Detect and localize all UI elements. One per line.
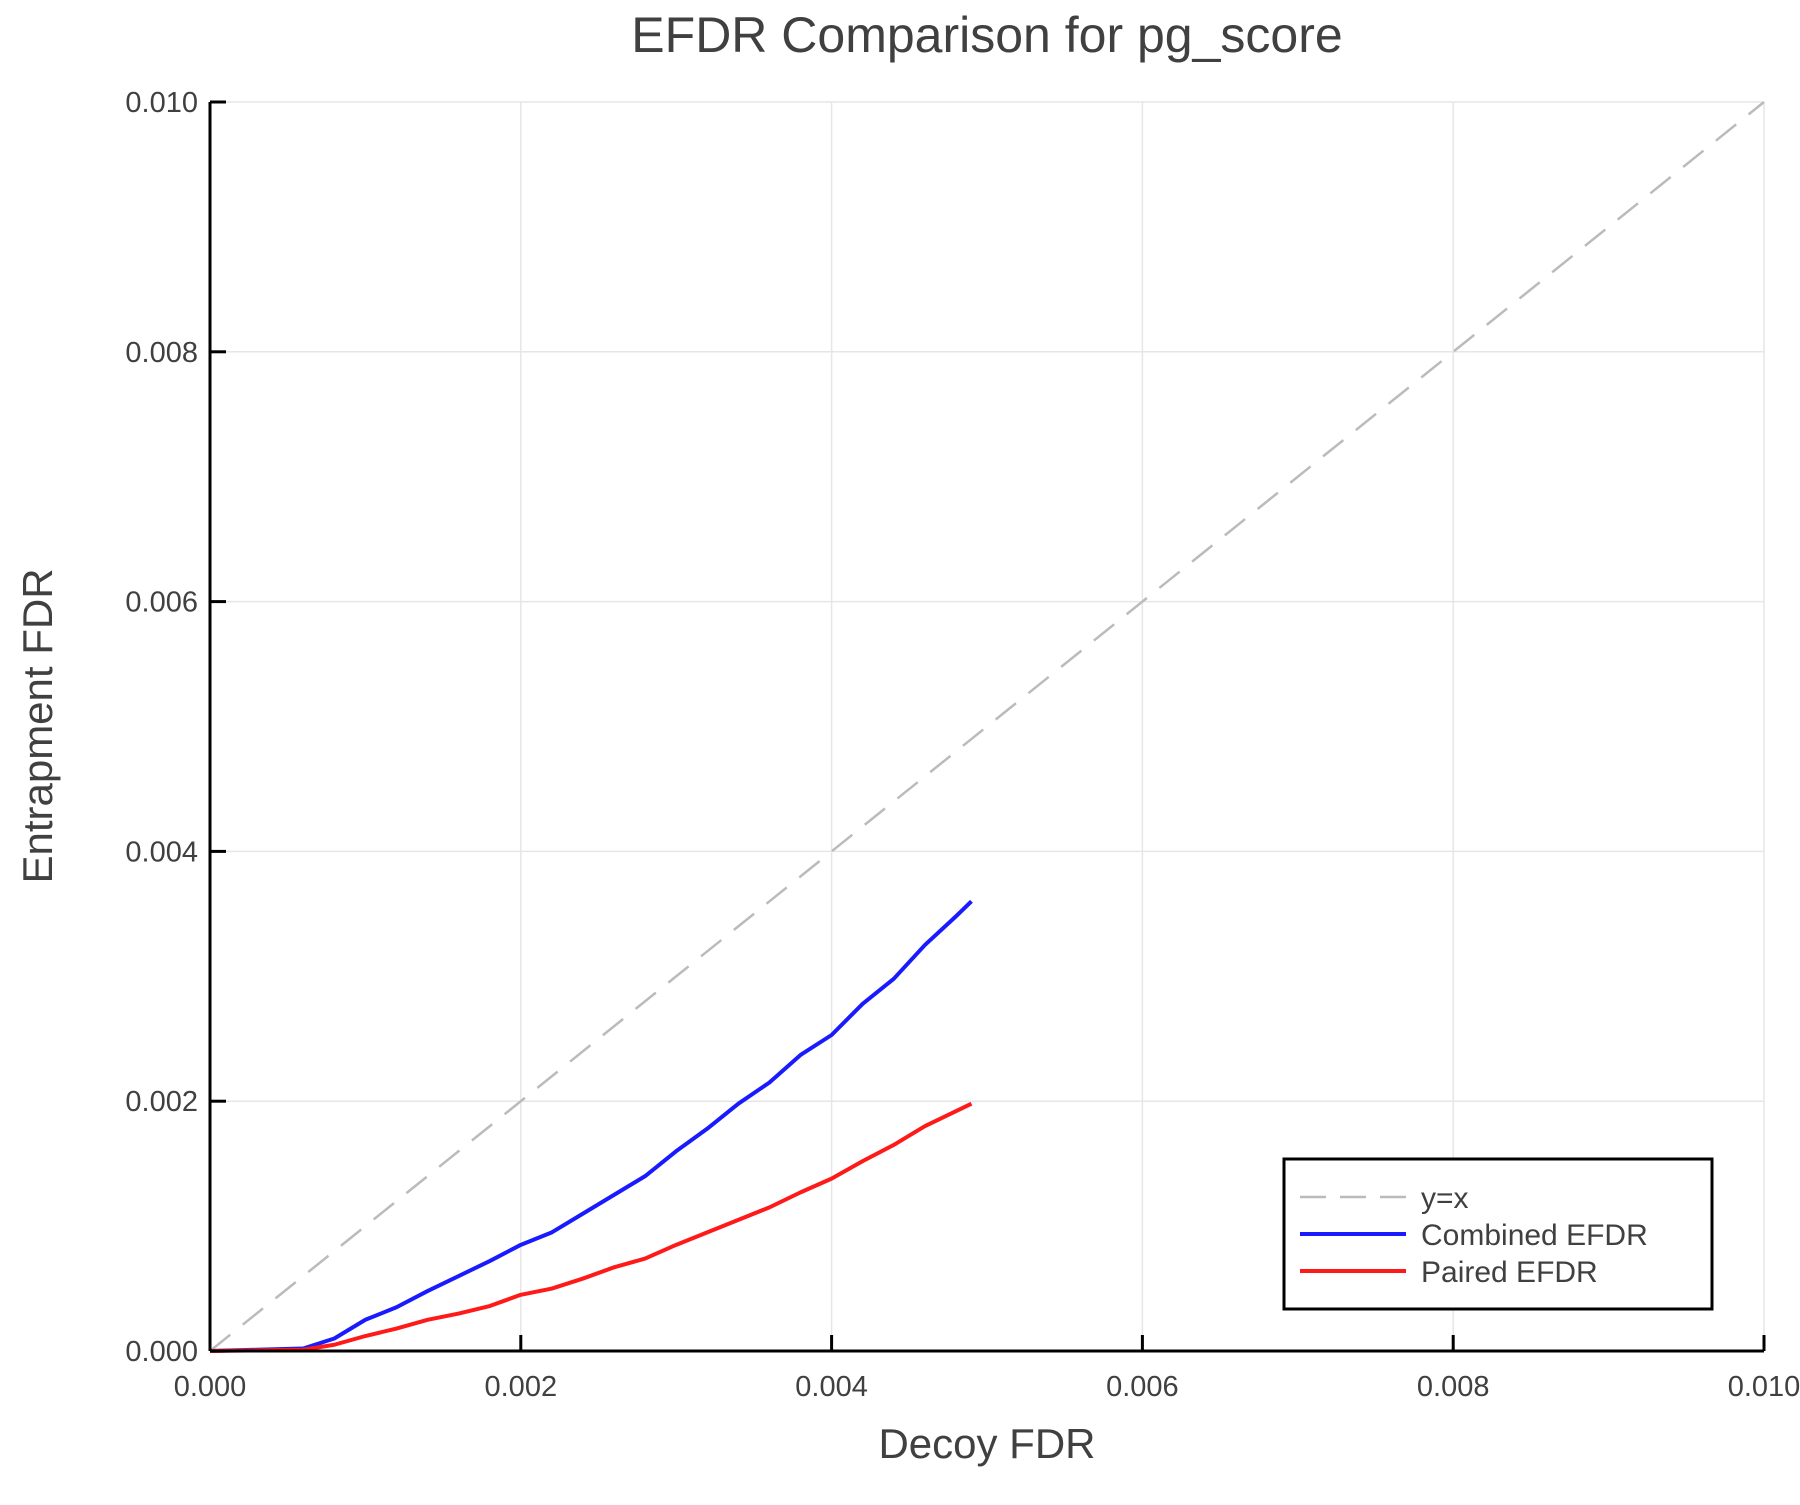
chart-title: EFDR Comparison for pg_score — [631, 7, 1342, 63]
x-axis-label: Decoy FDR — [878, 1420, 1095, 1467]
y-tick-label: 0.008 — [125, 337, 198, 369]
series-line-paired-efdr — [209, 1101, 973, 1353]
x-tick-label: 0.000 — [174, 1371, 247, 1403]
y-tick-label: 0.002 — [125, 1086, 198, 1118]
y-axis-label: Entrapment FDR — [14, 568, 61, 883]
y-tick-label: 0.004 — [125, 836, 198, 868]
series-line-y-x — [209, 101, 1765, 1352]
legend-label: y=x — [1421, 1182, 1469, 1215]
y-tick-label: 0.010 — [125, 87, 198, 119]
x-tick-label: 0.008 — [1417, 1371, 1490, 1403]
series-line-combined-efdr — [209, 899, 973, 1353]
y-tick-label: 0.006 — [125, 587, 198, 619]
x-tick-label: 0.010 — [1728, 1371, 1800, 1403]
x-tick-label: 0.006 — [1106, 1371, 1179, 1403]
x-tick-label: 0.004 — [795, 1371, 868, 1403]
series-layer — [209, 101, 1765, 1353]
axes: 0.000 0.002 0.004 0.006 0.008 0.010 0.000 0.002… — [125, 87, 1800, 1403]
y-tick-label: 0.000 — [125, 1336, 198, 1368]
legend-label: Paired EFDR — [1421, 1256, 1598, 1289]
legend: y=x Combined EFDR Paired EFDR — [1282, 1157, 1714, 1311]
legend-label: Combined EFDR — [1421, 1219, 1648, 1252]
x-tick-label: 0.002 — [485, 1371, 558, 1403]
